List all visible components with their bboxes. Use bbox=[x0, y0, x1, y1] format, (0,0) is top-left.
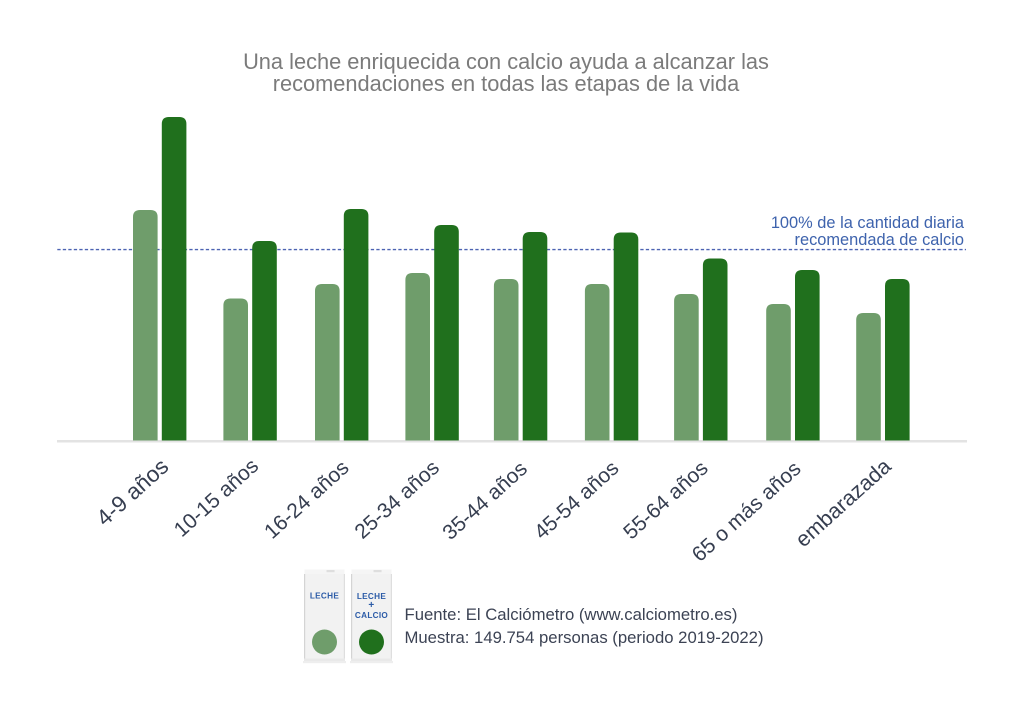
svg-text:16-24 años: 16-24 años bbox=[260, 456, 353, 543]
svg-text:25-34 años: 25-34 años bbox=[350, 456, 443, 543]
svg-text:+: + bbox=[368, 600, 374, 611]
svg-text:4-9 años: 4-9 años bbox=[92, 454, 174, 531]
svg-text:45-54 años: 45-54 años bbox=[530, 457, 623, 544]
svg-text:CALCIO: CALCIO bbox=[355, 611, 389, 620]
svg-text:embarazada: embarazada bbox=[791, 454, 896, 552]
svg-text:55-64 años: 55-64 años bbox=[619, 457, 712, 544]
svg-text:LECHE: LECHE bbox=[357, 592, 386, 601]
svg-text:LECHE: LECHE bbox=[310, 592, 339, 601]
svg-text:35-44 años: 35-44 años bbox=[438, 457, 531, 544]
svg-text:10-15 años: 10-15 años bbox=[170, 454, 263, 541]
